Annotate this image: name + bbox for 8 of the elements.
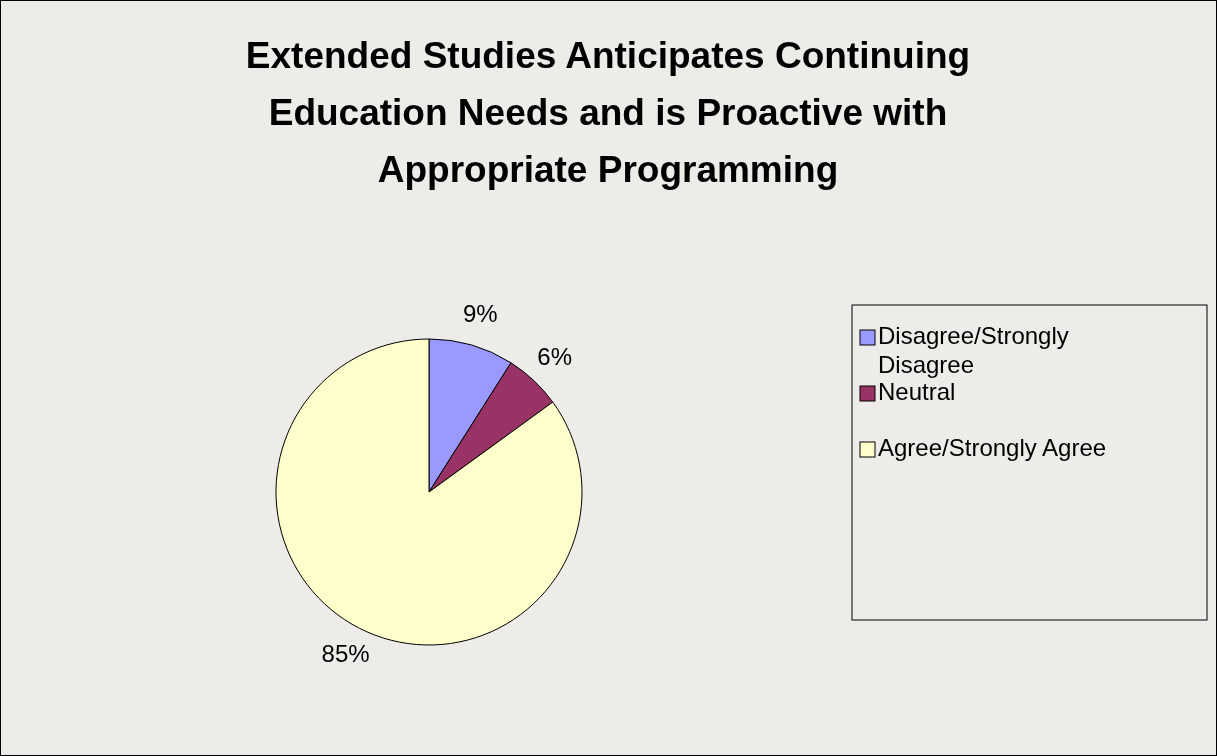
legend-label: Agree/Strongly Agree [878,434,1107,462]
pie-slice [275,338,583,646]
legend-label: Disagree/Strongly Disagree [878,322,1069,379]
data-label: 9% [462,300,498,328]
data-label: 6% [537,342,573,370]
data-label: 85% [321,639,370,667]
legend-label: Neutral [878,378,956,406]
chart-title: Extended Studies Anticipates Continuing Education Needs and is Proactive with Appropriate Programming [245,35,971,190]
